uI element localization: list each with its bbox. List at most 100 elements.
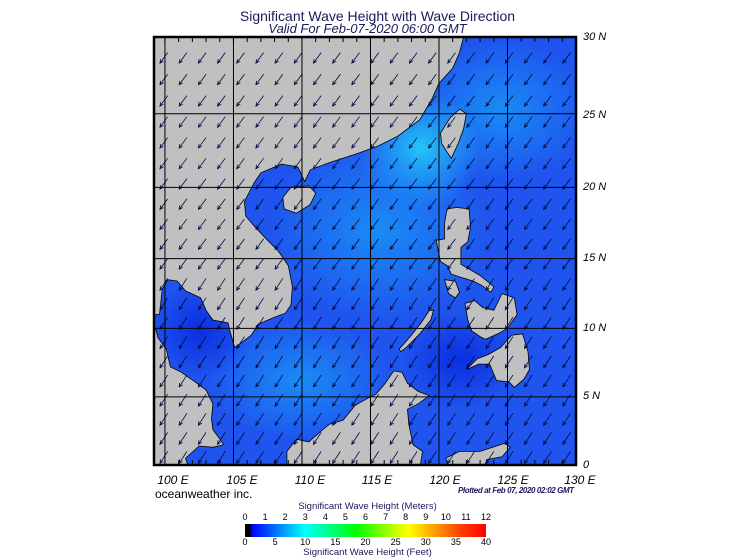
wave-arrow (370, 336, 380, 350)
wave-arrow (312, 157, 322, 170)
arrow-head (217, 440, 222, 446)
arrow-head (370, 185, 375, 190)
arrow-head (312, 205, 318, 211)
arrow-head (274, 164, 279, 170)
wave-arrow (236, 336, 245, 350)
wave-arrow (370, 95, 380, 107)
wave-arrow (523, 278, 533, 291)
arrow-shaft (370, 52, 380, 64)
wave-arrow (562, 336, 571, 350)
arrow-shaft (466, 52, 475, 64)
wave-arrow (332, 52, 341, 64)
arrow-shaft (562, 451, 571, 464)
arrow-shaft (409, 317, 418, 330)
wave-arrow (197, 297, 207, 311)
arrow-head (523, 325, 529, 330)
arrow-head (159, 59, 164, 64)
arrow-shaft (255, 297, 264, 310)
arrow-head (427, 80, 433, 86)
arrow-head (178, 402, 183, 407)
arrow-shaft (178, 336, 188, 349)
arrow-head (216, 59, 222, 64)
wave-arrow (485, 116, 495, 128)
arrow-shaft (236, 238, 245, 250)
arrow-head (236, 102, 241, 107)
wave-arrow (332, 336, 341, 350)
wave-arrow (370, 297, 380, 311)
wave-arrow (466, 297, 475, 311)
arrow-head (159, 123, 164, 128)
arrow-shaft (159, 137, 169, 149)
wave-arrow (427, 157, 437, 170)
arrow-head (466, 363, 471, 369)
arrow-head (159, 459, 164, 465)
arrow-shaft (255, 432, 264, 445)
arrow-shaft (466, 317, 475, 330)
arrow-shaft (332, 137, 341, 149)
wave-arrow (389, 137, 399, 149)
arrow-head (485, 225, 490, 231)
lon-label: 115 E (361, 473, 393, 487)
arrow-shaft (351, 157, 360, 169)
arrow-shaft (447, 374, 456, 388)
arrow-head (408, 421, 414, 426)
wave-arrow (312, 393, 322, 407)
wave-arrow (351, 238, 360, 251)
arrow-head (274, 402, 279, 407)
arrow-head (408, 144, 414, 149)
wave-arrow (351, 278, 360, 291)
arrow-head (197, 402, 203, 407)
arrow-head (370, 245, 375, 251)
arrow-head (427, 59, 433, 64)
wave-arrow (370, 374, 380, 388)
wave-arrow (178, 393, 188, 407)
arrow-shaft (178, 52, 188, 64)
arrow-head (427, 144, 433, 149)
arrow-head (332, 80, 337, 86)
arrow-shaft (543, 157, 552, 169)
wave-arrow (178, 218, 188, 231)
arrow-head (562, 402, 567, 407)
arrow-shaft (428, 157, 437, 169)
wave-arrow (408, 157, 418, 170)
arrow-head (543, 102, 548, 107)
lon-label: 120 E (429, 473, 461, 487)
wave-arrow (543, 278, 552, 291)
arrow-head (159, 440, 164, 446)
wave-arrow (466, 278, 475, 291)
wave-arrow (389, 336, 399, 350)
arrow-shaft (409, 297, 418, 310)
wave-arrow (370, 137, 380, 149)
arrow-shaft (504, 74, 514, 85)
wave-arrow (408, 393, 418, 407)
wave-arrow (332, 137, 341, 149)
wave-arrow (312, 278, 322, 291)
wave-arrow (217, 432, 226, 446)
arrow-head (485, 245, 490, 251)
wave-arrow (427, 137, 437, 149)
wave-arrow (447, 432, 456, 446)
arrow-head (332, 402, 337, 407)
arrow-shaft (217, 258, 226, 270)
wave-arrow (255, 432, 264, 446)
arrow-head (255, 265, 260, 270)
arrow-shaft (332, 451, 341, 464)
arrow-shaft (466, 297, 475, 310)
arrow-shaft (293, 52, 303, 64)
legend-meter-tick: 10 (440, 512, 451, 522)
arrow-shaft (274, 74, 284, 85)
arrow-shaft (370, 336, 380, 349)
arrow-shaft (198, 413, 207, 426)
wave-arrow (562, 157, 571, 170)
arrow-shaft (485, 393, 495, 407)
arrow-head (447, 80, 452, 86)
arrow-shaft (236, 95, 245, 107)
arrow-shaft (274, 198, 284, 210)
wave-arrow (543, 432, 552, 446)
arrow-shaft (524, 137, 533, 149)
arrow-head (178, 225, 183, 231)
arrow-head (389, 185, 394, 190)
arrow-head (197, 305, 203, 311)
wave-arrow (543, 317, 552, 330)
arrow-shaft (389, 336, 399, 349)
